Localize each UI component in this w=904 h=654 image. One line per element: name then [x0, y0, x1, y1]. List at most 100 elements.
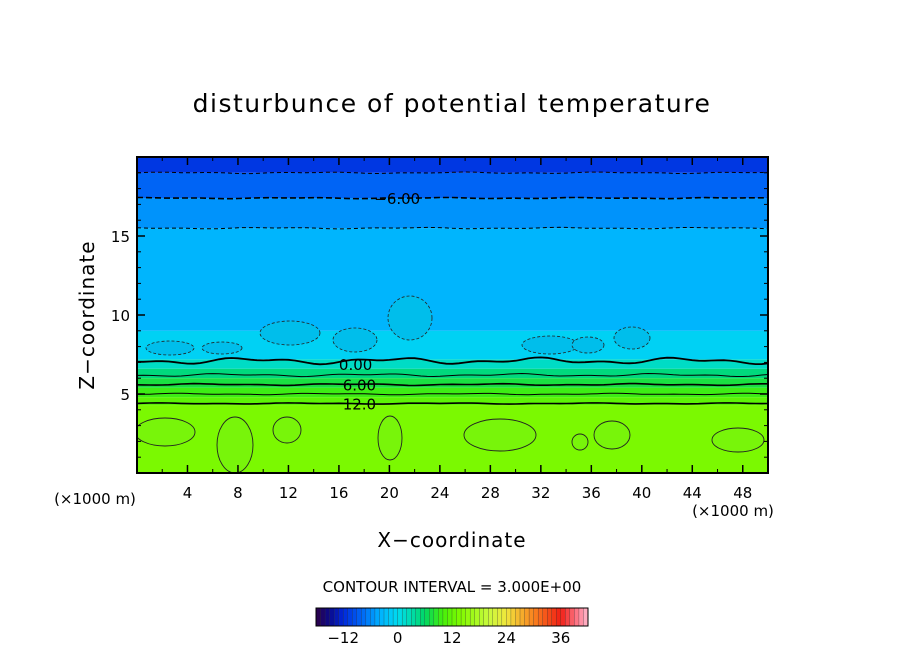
x-tick-label-6: 28	[481, 484, 500, 502]
colorbar-cell	[374, 607, 380, 627]
colorbar-cell	[347, 607, 353, 627]
fill-layer-1	[137, 397, 768, 406]
x-tick-label-5: 24	[430, 484, 449, 502]
colorbar-cell	[560, 607, 566, 627]
colorbar-tick-label-0: −12	[327, 629, 359, 647]
upper-blob-2	[259, 320, 321, 346]
colorbar-tick-label-1: 0	[393, 629, 403, 647]
colorbar-cell	[397, 607, 403, 627]
colorbar-cell	[329, 607, 335, 627]
x-tick-label-3: 16	[329, 484, 348, 502]
upper-blob-5	[521, 335, 579, 355]
fill-layer-4	[137, 368, 768, 379]
lower-blob-6	[593, 420, 631, 450]
colorbar-cell	[528, 607, 535, 627]
fill-layer-6	[137, 330, 768, 360]
colorbar-cell	[411, 607, 417, 627]
colorbar-cell	[401, 607, 408, 627]
x-axis-label: X−coordinate	[377, 528, 526, 552]
contour-interval-label: CONTOUR INTERVAL = 3.000E+00	[323, 578, 582, 596]
y-axis-label: Z−coordinate	[75, 240, 99, 389]
colorbar-cell	[565, 607, 571, 627]
upper-blob-0	[145, 340, 195, 356]
colorbar-cell	[483, 607, 489, 627]
colorbar-cell	[315, 607, 321, 627]
colorbar-cell	[537, 607, 544, 627]
colorbar-cell	[556, 607, 562, 627]
colorbar-cell	[324, 607, 331, 627]
contour-3	[137, 372, 768, 378]
colorbar-cell	[479, 607, 485, 627]
colorbar-cell	[547, 607, 553, 627]
contour-minus-6	[137, 196, 768, 200]
colorbar-cell	[465, 607, 471, 627]
lower-blob-1	[216, 416, 254, 473]
colorbar-cell	[447, 607, 453, 627]
contour-12	[137, 402, 768, 405]
chart-title: disturbunce of potential temperature	[193, 89, 712, 118]
contour-blobs	[137, 295, 765, 473]
upper-blob-3	[332, 327, 378, 353]
contour-label-3: 12.0	[343, 395, 376, 413]
colorbar-cell	[488, 607, 494, 627]
upper-blob-4	[387, 295, 433, 341]
colorbar-cell	[519, 607, 525, 627]
colorbar-cell	[383, 607, 389, 627]
contour-minus-3	[137, 226, 768, 230]
colorbar-cell	[506, 607, 512, 627]
colorbar-cell	[356, 607, 362, 627]
colorbar-cell	[338, 607, 344, 627]
colorbar-cell	[406, 607, 412, 627]
colorbar-tick-label-3: 24	[497, 629, 516, 647]
x-tick-label-9: 40	[632, 484, 651, 502]
colorbar-cell	[370, 607, 376, 627]
colorbar-cell	[438, 607, 444, 627]
fill-layer-7	[137, 228, 768, 331]
colorbar-cell	[361, 607, 367, 627]
colorbar-cell	[433, 607, 439, 627]
fill-layer-8	[137, 198, 768, 229]
upper-blob-1	[201, 341, 243, 355]
colorbar-cell	[469, 607, 476, 627]
colorbar-cell	[392, 607, 399, 627]
x-unit-right: (×1000 m)	[692, 502, 774, 520]
colorbar-cell	[343, 607, 349, 627]
upper-blob-7	[613, 326, 651, 350]
colorbar-cell	[456, 607, 462, 627]
x-axis: 4 8 12 16 20 24 28 32 36 40 44 48	[161, 157, 752, 502]
y-tick-label-0: 5	[120, 386, 130, 404]
upper-blob-6	[571, 336, 605, 354]
colorbar-cell	[388, 607, 394, 627]
colorbar-cell	[501, 607, 507, 627]
colorbar-cell	[510, 607, 516, 627]
contour-minus-9	[137, 171, 768, 175]
colorbar-ticks: −12 0 12 24 36	[327, 629, 570, 647]
colorbar-cell	[429, 607, 435, 627]
x-tick-label-10: 44	[683, 484, 702, 502]
fill-layer-9	[137, 172, 768, 199]
contour-6	[137, 382, 768, 387]
colorbar-cell	[497, 607, 503, 627]
colorbar-cell	[515, 607, 521, 627]
contour-9	[137, 392, 768, 396]
x-tick-label-8: 36	[582, 484, 601, 502]
colorbar-cell	[542, 607, 548, 627]
colorbar-cell	[492, 607, 498, 627]
colorbar-cell	[551, 607, 557, 627]
lower-blob-7	[711, 427, 765, 453]
y-axis: 5 10 15	[111, 172, 768, 458]
colorbar-cell	[451, 607, 457, 627]
lower-blob-3	[377, 415, 403, 461]
colorbar-tick-label-2: 12	[442, 629, 461, 647]
y-tick-label-1: 10	[111, 307, 130, 325]
colorbar-cell	[424, 607, 430, 627]
fill-layer-2	[137, 387, 768, 398]
colorbar-cell	[415, 607, 421, 627]
contour-label-2: 6.00	[343, 377, 376, 395]
colorbar-cell	[578, 607, 584, 627]
colorbar-cell	[460, 607, 467, 627]
fill-layer-10	[137, 157, 768, 173]
